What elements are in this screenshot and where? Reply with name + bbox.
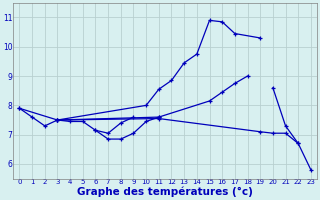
X-axis label: Graphe des températures (°c): Graphe des températures (°c) bbox=[77, 187, 253, 197]
